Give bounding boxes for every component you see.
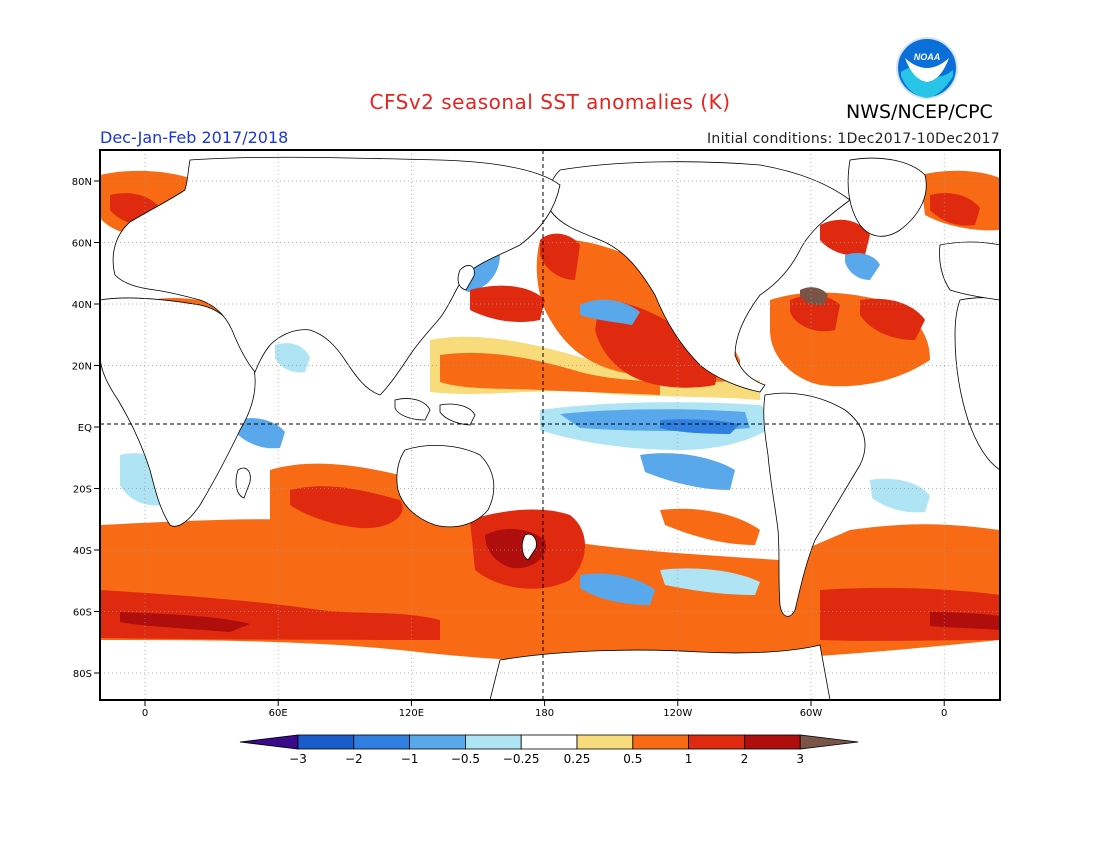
colorbar-swatch	[520, 734, 578, 750]
colorbar-label: 3	[796, 752, 804, 766]
colorbar-swatch	[464, 734, 522, 750]
colorbar-label: 0.25	[564, 752, 591, 766]
colorbar-swatch	[688, 734, 745, 750]
colorbar-label: 1	[685, 752, 693, 766]
lat-label: 40S	[73, 546, 92, 557]
colorbar-swatch	[632, 734, 689, 750]
noaa-logo-text: NOAA	[914, 52, 941, 62]
colorbar-max-triangle	[799, 734, 859, 750]
colorbar-swatch	[409, 734, 466, 750]
lat-label: 80S	[73, 669, 92, 680]
lon-label: 0	[941, 708, 947, 719]
lon-label: 120W	[663, 708, 692, 719]
colorbar-label: 0.5	[623, 752, 642, 766]
lon-label: 60W	[800, 708, 823, 719]
lat-label: 60S	[73, 608, 92, 619]
lat-label: 60N	[72, 239, 92, 250]
lat-label: 80N	[72, 177, 92, 188]
colorbar-swatch	[353, 734, 410, 750]
lon-label: 60E	[269, 708, 288, 719]
map-field	[100, 150, 1000, 700]
colorbar-swatch	[744, 734, 801, 750]
map-title: CFSv2 seasonal SST anomalies (K)	[369, 90, 731, 114]
colorbar: −3 −2 −1 −0.5 −0.25 0.25 0.5 1 2 3	[239, 734, 859, 766]
lon-label: 180	[535, 708, 554, 719]
period-label: Dec-Jan-Feb 2017/2018	[100, 128, 289, 147]
lat-label: 40N	[72, 300, 92, 311]
colorbar-label: −2	[345, 752, 363, 766]
lat-label: 20S	[73, 485, 92, 496]
lon-label: 120E	[399, 708, 424, 719]
lat-label: 20N	[72, 362, 92, 373]
latitude-labels: 80N 60N 40N 20N EQ 20S 40S 60S 80S	[72, 177, 100, 680]
colorbar-label: −1	[401, 752, 419, 766]
colorbar-label: −3	[289, 752, 307, 766]
colorbar-min-triangle	[239, 734, 299, 750]
lon-label: 0	[142, 708, 148, 719]
colorbar-swatch	[297, 734, 355, 750]
colorbar-label: 2	[741, 752, 749, 766]
lat-label: EQ	[78, 423, 92, 434]
colorbar-swatch	[576, 734, 634, 750]
initial-conditions-label: Initial conditions: 1Dec2017-10Dec2017	[707, 131, 1000, 147]
noaa-logo: NOAA	[896, 37, 958, 99]
colorbar-label: −0.25	[503, 752, 540, 766]
longitude-labels: 0 60E 120E 180 120W 60W 0	[142, 700, 947, 719]
map-frame	[99, 149, 1001, 701]
colorbar-label: −0.5	[451, 752, 480, 766]
agency-label: NWS/NCEP/CPC	[846, 101, 993, 123]
